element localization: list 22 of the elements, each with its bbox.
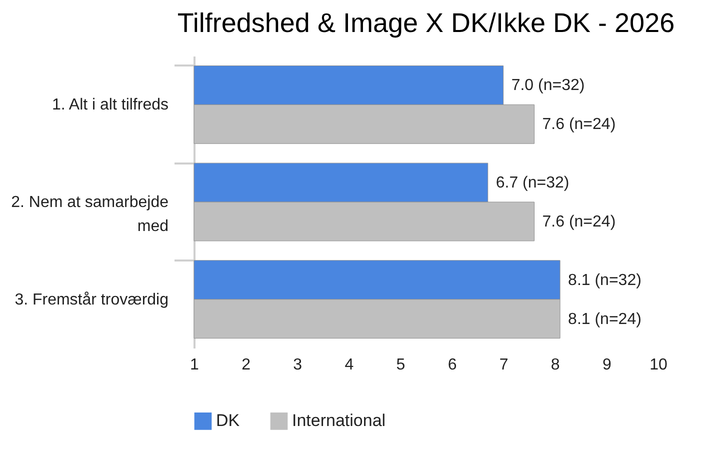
- y-tick-label: 3. Fremstår troværdig: [14, 291, 168, 308]
- x-tick-label: 10: [650, 356, 668, 374]
- x-tick-label: 2: [242, 356, 251, 374]
- x-tick-label: 8: [550, 356, 560, 374]
- x-tick-label: 5: [396, 356, 406, 374]
- x-tick-label: 9: [602, 356, 612, 374]
- x-tick-label: 4: [344, 356, 354, 374]
- chart-title: Tilfredshed & Image X DK/Ikke DK - 2026: [177, 8, 675, 38]
- y-tick-label: 1. Alt i alt tilfreds: [52, 96, 168, 114]
- data-label: 7.6 (n=24): [542, 116, 616, 134]
- data-label: 8.1 (n=32): [568, 272, 642, 289]
- data-label: 8.1 (n=24): [568, 310, 642, 328]
- x-tick-label: 6: [448, 356, 457, 374]
- data-label: 7.0 (n=32): [511, 77, 585, 94]
- x-tick-label: 3: [293, 356, 302, 374]
- y-tick-label: 2. Nem at samarbejde med: [11, 194, 169, 235]
- x-tick-label: 1: [190, 356, 200, 374]
- data-label: 7.6 (n=24): [542, 213, 616, 230]
- x-tick-label: 7: [499, 356, 508, 374]
- legend-label: International: [292, 411, 386, 430]
- data-label: 6.7 (n=32): [496, 174, 570, 192]
- legend-label: DK: [216, 411, 240, 430]
